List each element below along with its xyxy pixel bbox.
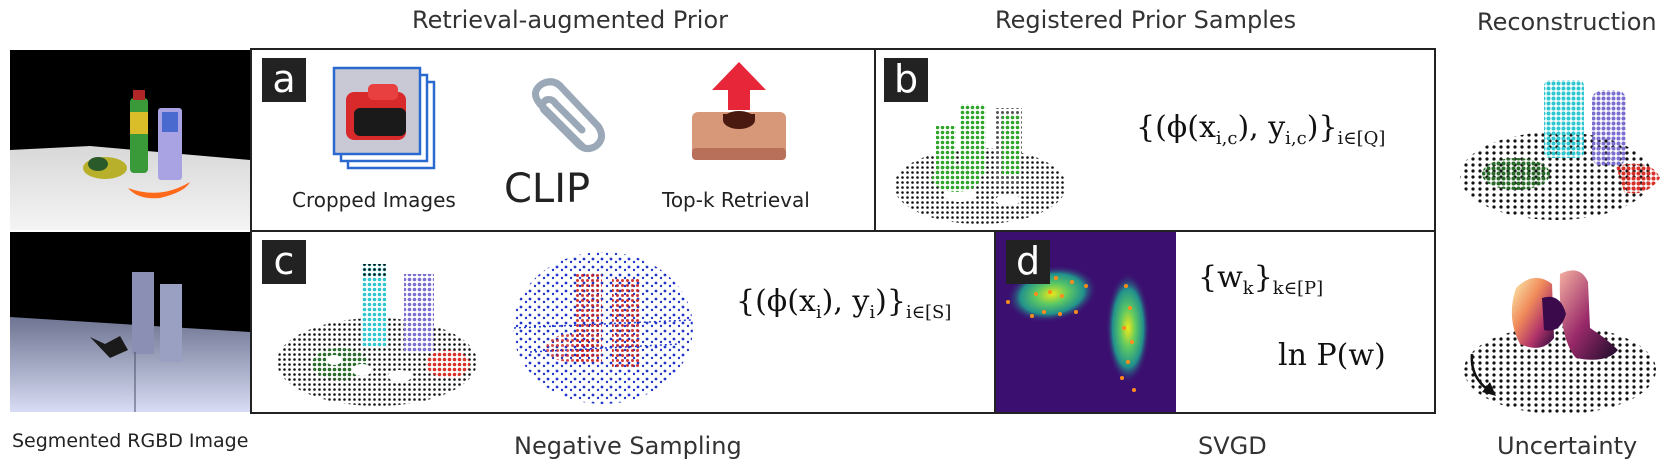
badge-b: b: [884, 58, 928, 102]
retrieval-title: Retrieval-augmented Prior: [412, 6, 728, 34]
clip-label: CLIP: [504, 166, 591, 212]
badge-c: c: [262, 240, 306, 284]
registered-pointcloud: [890, 90, 1070, 230]
topk-retrieval-label: Top-k Retrieval: [662, 188, 810, 212]
panel-d: d {wk}k∈[P] ln P(w): [994, 230, 1436, 414]
badge-a: a: [262, 58, 306, 102]
negative-formula: {(ϕ(xi), yi)}i∈[S]: [736, 284, 952, 323]
log-prior-formula: ln P(w): [1278, 338, 1386, 373]
cropped-images-label: Cropped Images: [292, 188, 456, 212]
scene-pointcloud: [272, 252, 482, 412]
registered-formula: {(ϕ(xi,c), yi,c)}i∈[Q]: [1136, 110, 1386, 149]
depth-image: [10, 232, 250, 412]
paperclip-icon: [508, 70, 608, 170]
rgb-image: [10, 50, 250, 230]
reconstruction-pointcloud: [1456, 66, 1670, 226]
panel-a: a Cropped Images CLIP Top-k Retrieval: [250, 48, 876, 232]
negative-sampling-title: Negative Sampling: [514, 432, 742, 460]
svgd-title: SVGD: [1198, 432, 1267, 460]
topk-retrieval-icon: [684, 60, 794, 170]
negative-samples-pointcloud: [510, 248, 696, 408]
uncertainty-title: Uncertainty: [1497, 432, 1638, 460]
badge-d: d: [1006, 240, 1050, 284]
reconstruction-title: Reconstruction: [1477, 8, 1657, 36]
uncertainty-pointcloud: [1456, 258, 1670, 422]
panel-b: b {(ϕ(xi,c), yi,c): [874, 48, 1436, 232]
segmented-caption: Segmented RGBD Image: [12, 430, 249, 452]
registered-title: Registered Prior Samples: [995, 6, 1297, 34]
panel-c: c: [250, 230, 996, 414]
rotate-arrow-icon: [1466, 350, 1516, 400]
cropped-images-icon: [332, 62, 442, 172]
weights-formula: {wk}k∈[P]: [1198, 260, 1324, 299]
